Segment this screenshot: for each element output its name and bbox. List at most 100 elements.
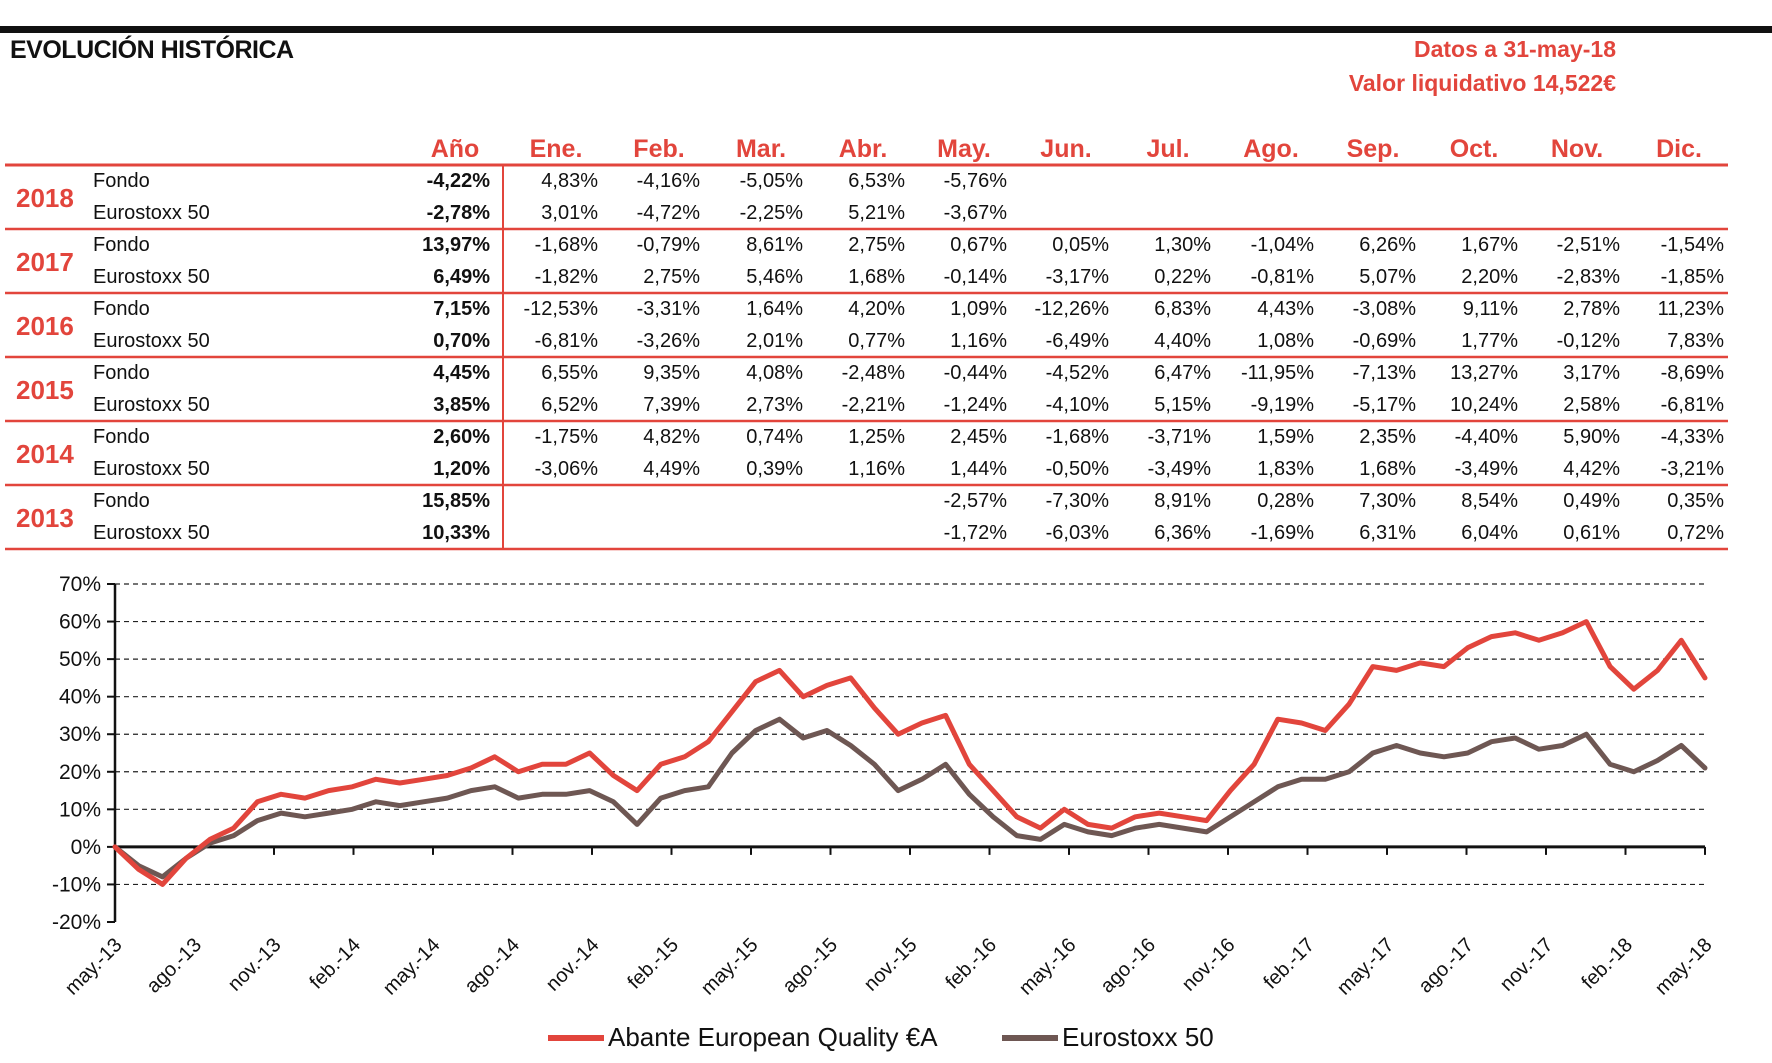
month-value: -12,53% <box>524 298 599 320</box>
month-value: 2,75% <box>848 234 905 256</box>
y-tick-label: 50% <box>59 648 101 671</box>
month-value: -2,57% <box>944 490 1008 512</box>
month-value: 0,28% <box>1257 490 1314 512</box>
month-value: 6,83% <box>1154 298 1211 320</box>
row-label: Fondo <box>93 362 150 384</box>
month-value: 8,61% <box>746 234 803 256</box>
year-label-2015: 2015 <box>16 375 74 405</box>
year-label-2013: 2013 <box>16 503 74 533</box>
col-header-7: Jul. <box>1146 135 1189 163</box>
month-value: 1,16% <box>950 330 1007 352</box>
year-total: 3,85% <box>433 394 490 416</box>
x-tick-label: feb.-14 <box>305 934 365 994</box>
month-value: -0,50% <box>1046 458 1110 480</box>
month-value: -2,83% <box>1557 266 1621 288</box>
row-label: Eurostoxx 50 <box>93 522 210 544</box>
month-value: -3,49% <box>1148 458 1212 480</box>
month-value: -4,52% <box>1046 362 1110 384</box>
month-value: -3,71% <box>1148 426 1212 448</box>
year-total: 2,60% <box>433 426 490 448</box>
month-value: 1,68% <box>1359 458 1416 480</box>
month-value: 2,78% <box>1563 298 1620 320</box>
legend-label-fund: Abante European Quality €A <box>608 1022 938 1052</box>
month-value: -4,72% <box>637 202 701 224</box>
month-value: 0,35% <box>1667 490 1724 512</box>
month-value: -0,81% <box>1251 266 1315 288</box>
month-value: 10,24% <box>1450 394 1518 416</box>
legend-swatch-fund <box>548 1034 604 1041</box>
col-header-4: Abr. <box>839 135 888 163</box>
month-value: -3,67% <box>944 202 1008 224</box>
month-value: 6,04% <box>1461 522 1518 544</box>
month-value: 3,17% <box>1563 362 1620 384</box>
month-value: 1,68% <box>848 266 905 288</box>
month-value: 5,15% <box>1154 394 1211 416</box>
series-line-index <box>112 716 1708 880</box>
y-tick-label: 30% <box>59 723 101 746</box>
col-header-1: Ene. <box>530 135 583 163</box>
month-value: 2,01% <box>746 330 803 352</box>
month-value: -2,51% <box>1557 234 1621 256</box>
year-total: 10,33% <box>422 522 490 544</box>
month-value: 6,55% <box>541 362 598 384</box>
month-value: 0,05% <box>1052 234 1109 256</box>
month-value: 2,58% <box>1563 394 1620 416</box>
legend-swatch-index <box>1002 1034 1058 1041</box>
year-total: 4,45% <box>433 362 490 384</box>
month-value: -0,44% <box>944 362 1008 384</box>
y-tick-label: 20% <box>59 761 101 784</box>
y-tick-label: 70% <box>59 573 101 596</box>
legend-item-index: Eurostoxx 50 <box>1002 1022 1214 1053</box>
nav-value: Valor liquidativo 14,522€ <box>1348 70 1616 96</box>
month-value: 7,39% <box>643 394 700 416</box>
y-tick-label: -20% <box>52 911 101 934</box>
x-tick-label: may.-17 <box>1333 934 1399 1000</box>
x-tick-label: feb.-16 <box>941 934 1001 994</box>
year-total: -4,22% <box>427 170 491 192</box>
month-value: -8,69% <box>1661 362 1725 384</box>
month-value: 6,26% <box>1359 234 1416 256</box>
y-tick-label: 0% <box>71 836 101 859</box>
month-value: -3,21% <box>1661 458 1725 480</box>
month-value: -12,26% <box>1035 298 1110 320</box>
month-value: -4,33% <box>1661 426 1725 448</box>
year-total: 13,97% <box>422 234 490 256</box>
col-header-12: Dic. <box>1656 135 1702 163</box>
month-value: -3,49% <box>1455 458 1519 480</box>
row-label: Eurostoxx 50 <box>93 330 210 352</box>
x-tick-label: feb.-17 <box>1259 934 1319 994</box>
month-value: -5,17% <box>1353 394 1417 416</box>
month-value: 3,01% <box>541 202 598 224</box>
month-value: 1,16% <box>848 458 905 480</box>
month-value: 0,74% <box>746 426 803 448</box>
page-title: EVOLUCIÓN HISTÓRICA <box>10 36 294 64</box>
y-tick-label: -10% <box>52 873 101 896</box>
year-label-2018: 2018 <box>16 183 74 213</box>
x-tick-label: may.-16 <box>1015 934 1081 1000</box>
month-value: 6,31% <box>1359 522 1416 544</box>
month-value: 0,61% <box>1563 522 1620 544</box>
col-header-0: Año <box>431 135 480 163</box>
month-value: 5,07% <box>1359 266 1416 288</box>
col-header-9: Sep. <box>1347 135 1400 163</box>
month-value: 1,59% <box>1257 426 1314 448</box>
year-label-2014: 2014 <box>16 439 74 469</box>
month-value: 4,42% <box>1563 458 1620 480</box>
month-value: 1,83% <box>1257 458 1314 480</box>
x-tick-label: nov.-15 <box>860 934 922 996</box>
month-value: -1,69% <box>1251 522 1315 544</box>
year-total: 15,85% <box>422 490 490 512</box>
month-value: 1,77% <box>1461 330 1518 352</box>
month-value: 6,52% <box>541 394 598 416</box>
month-value: 9,11% <box>1463 298 1518 320</box>
month-value: -1,54% <box>1661 234 1725 256</box>
month-value: 0,72% <box>1667 522 1724 544</box>
x-tick-label: ago.-17 <box>1415 934 1479 998</box>
month-value: -3,08% <box>1353 298 1417 320</box>
row-label: Fondo <box>93 170 150 192</box>
month-value: -0,79% <box>637 234 701 256</box>
month-value: 0,39% <box>746 458 803 480</box>
month-value: -3,17% <box>1046 266 1110 288</box>
top-rule <box>0 26 1772 33</box>
month-value: -9,19% <box>1251 394 1315 416</box>
